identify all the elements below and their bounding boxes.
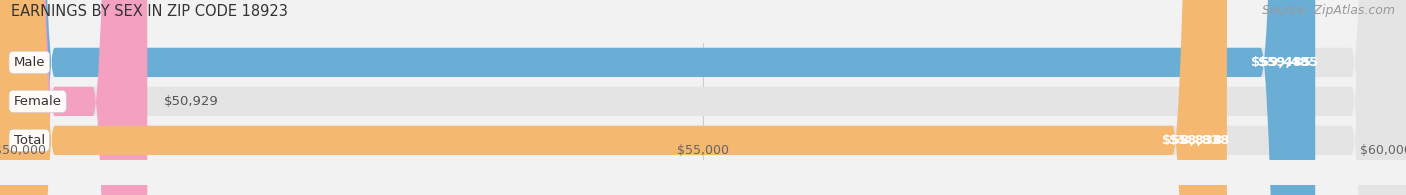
Text: Female: Female (14, 95, 62, 108)
FancyBboxPatch shape (0, 0, 1227, 195)
Text: $59,485: $59,485 (1258, 56, 1317, 69)
FancyBboxPatch shape (0, 0, 148, 195)
Text: $58,838: $58,838 (1163, 134, 1223, 147)
Text: $50,929: $50,929 (163, 95, 218, 108)
Text: Source: ZipAtlas.com: Source: ZipAtlas.com (1261, 4, 1395, 17)
FancyBboxPatch shape (0, 0, 1315, 195)
Text: Male: Male (14, 56, 45, 69)
Text: $58,838: $58,838 (1170, 134, 1230, 147)
Text: Total: Total (14, 134, 45, 147)
Text: EARNINGS BY SEX IN ZIP CODE 18923: EARNINGS BY SEX IN ZIP CODE 18923 (11, 4, 288, 19)
Text: $59,485: $59,485 (1251, 56, 1312, 69)
